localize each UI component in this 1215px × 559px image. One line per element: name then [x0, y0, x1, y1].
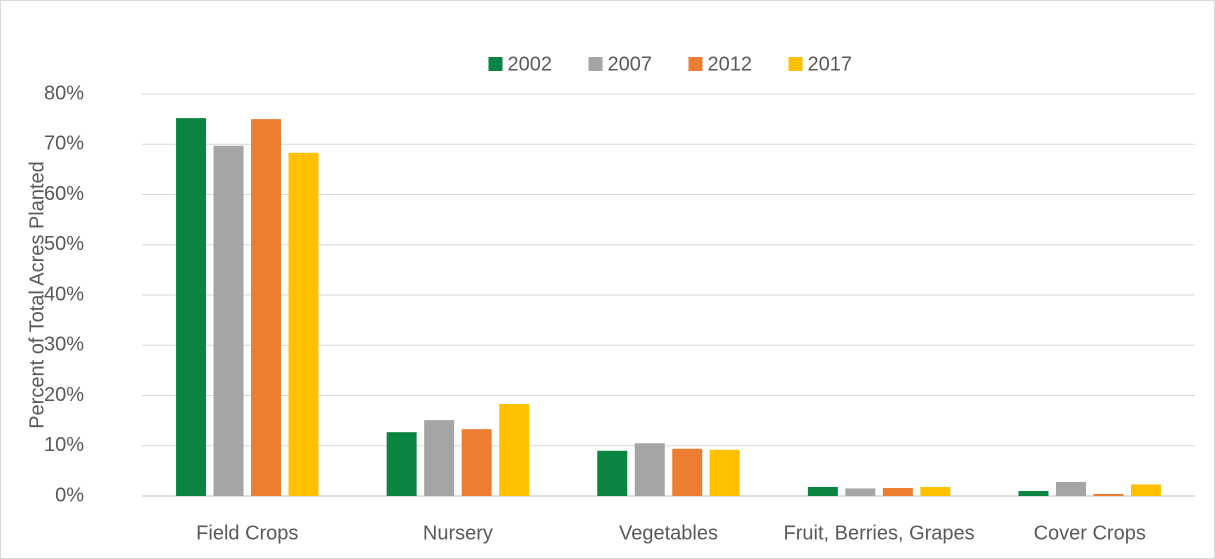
legend-swatch — [788, 57, 803, 71]
legend-label: 2002 — [508, 53, 553, 75]
bar — [672, 448, 703, 496]
bar — [424, 420, 455, 496]
bar — [386, 432, 417, 496]
legend-label: 2017 — [808, 53, 853, 75]
y-tick-label: 60% — [44, 183, 84, 205]
x-tick-label: Cover Crops — [1034, 522, 1146, 544]
bar — [1055, 481, 1086, 496]
y-tick-label: 0% — [55, 484, 84, 506]
bar — [213, 145, 244, 496]
y-tick-label: 40% — [44, 283, 84, 305]
legend-swatch — [688, 57, 703, 71]
bar — [807, 486, 838, 496]
x-tick-label: Fruit, Berries, Grapes — [784, 522, 975, 544]
bar — [251, 119, 282, 496]
legend-swatch — [588, 57, 603, 71]
bar — [882, 487, 913, 496]
bar — [176, 118, 207, 497]
bar — [709, 449, 740, 496]
y-tick-label: 20% — [44, 384, 84, 406]
y-axis-label: Percent of Total Acres Planted — [26, 161, 48, 429]
bar — [288, 152, 319, 497]
legend-label: 2007 — [608, 53, 653, 75]
bar — [461, 429, 492, 496]
legend-label: 2012 — [708, 53, 753, 75]
bar — [499, 404, 530, 496]
bar — [1130, 484, 1161, 496]
y-tick-label: 80% — [44, 82, 84, 104]
legend-swatch — [488, 57, 503, 71]
x-tick-label: Nursery — [423, 522, 493, 544]
x-tick-label: Field Crops — [196, 522, 298, 544]
bar — [920, 486, 951, 496]
y-tick-label: 10% — [44, 434, 84, 456]
bar — [597, 450, 628, 496]
y-tick-label: 70% — [44, 133, 84, 155]
y-tick-label: 30% — [44, 334, 84, 356]
x-tick-label: Vegetables — [619, 522, 718, 544]
y-tick-label: 50% — [44, 233, 84, 255]
bar — [634, 443, 665, 496]
bar — [1093, 493, 1124, 496]
bar — [1018, 490, 1049, 496]
bar — [845, 488, 876, 496]
